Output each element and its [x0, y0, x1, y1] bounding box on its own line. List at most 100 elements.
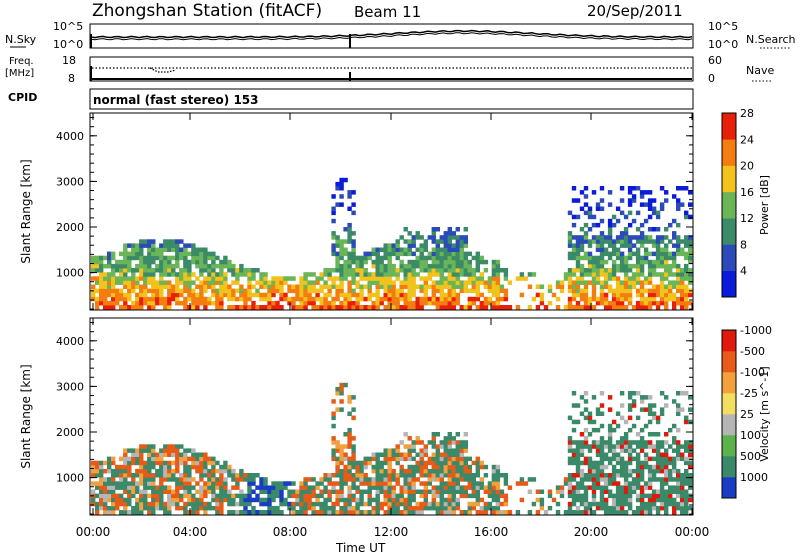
- heatmap-cell: [375, 280, 380, 285]
- heatmap-cell: [403, 272, 408, 277]
- heatmap-cell: [143, 263, 148, 269]
- heatmap-cell: [527, 510, 533, 515]
- heatmap-cell: [459, 468, 464, 474]
- heatmap-cell: [664, 505, 669, 511]
- heatmap-cell: [151, 251, 156, 257]
- heatmap-cell: [583, 231, 589, 236]
- heatmap-cell: [159, 464, 164, 470]
- heatmap-cell: [119, 473, 124, 478]
- noise-right-tick-bottom: 10^0: [708, 38, 738, 51]
- heatmap-cell: [471, 284, 476, 289]
- heatmap-cell: [107, 497, 112, 503]
- heatmap-cell: [651, 411, 657, 416]
- heatmap-cell: [267, 497, 272, 503]
- heatmap-cell: [163, 272, 168, 277]
- heatmap-cell: [607, 473, 613, 478]
- heatmap-cell: [595, 239, 601, 244]
- heatmap-cell: [203, 485, 208, 490]
- heatmap-cell: [627, 255, 633, 261]
- heatmap-cell: [163, 243, 168, 248]
- heatmap-cell: [615, 497, 621, 503]
- heatmap-cell: [107, 305, 112, 310]
- heatmap-cell: [491, 300, 497, 306]
- heatmap-cell: [379, 505, 384, 511]
- heatmap-cell: [203, 460, 208, 466]
- heatmap-cell: [367, 292, 372, 298]
- heatmap-cell: [179, 255, 184, 261]
- heatmap-cell: [103, 255, 108, 261]
- heatmap-cell: [639, 501, 645, 507]
- heatmap-cell: [443, 505, 448, 511]
- heatmap-cell: [251, 477, 256, 482]
- heatmap-cell: [175, 243, 180, 248]
- heatmap-cell: [668, 292, 673, 298]
- heatmap-cell: [451, 501, 456, 507]
- heatmap-cell: [619, 391, 625, 396]
- heatmap-cell: [611, 214, 617, 220]
- heatmap-cell: [491, 473, 497, 478]
- heatmap-cell: [103, 280, 108, 285]
- heatmap-cell: [367, 296, 372, 302]
- heatmap-cell: [131, 460, 136, 466]
- heatmap-cell: [239, 263, 244, 269]
- heatmap-cell: [672, 448, 677, 453]
- heatmap-cell: [267, 505, 272, 511]
- heatmap-cell: [643, 464, 649, 470]
- heatmap-cell: [575, 510, 581, 515]
- heatmap-cell: [199, 255, 204, 261]
- heatmap-cell: [664, 227, 669, 232]
- heatmap-cell: [635, 485, 641, 490]
- heatmap-cell: [615, 288, 621, 294]
- heatmap-cell: [631, 235, 637, 240]
- heatmap-cell: [607, 448, 613, 453]
- heatmap-cell: [680, 456, 685, 462]
- heatmap-cell: [463, 251, 468, 257]
- heatmap-cell: [175, 493, 180, 499]
- heatmap-cell: [676, 427, 681, 433]
- heatmap-cell: [655, 477, 661, 482]
- heatmap-cell: [435, 501, 440, 507]
- heatmap-cell: [159, 243, 164, 248]
- heatmap-cell: [631, 448, 637, 453]
- heatmap-cell: [447, 284, 452, 289]
- heatmap-cell: [99, 473, 104, 478]
- heatmap-cell: [664, 198, 669, 203]
- heatmap-cell: [676, 235, 681, 240]
- heatmap-cell: [587, 227, 593, 232]
- heatmap-cell: [483, 259, 489, 265]
- heatmap-cell: [447, 460, 452, 466]
- colorbar-swatch: [722, 414, 736, 436]
- heatmap-cell: [587, 243, 593, 248]
- heatmap-cell: [623, 235, 629, 240]
- heatmap-cell: [455, 440, 460, 445]
- heatmap-cell: [627, 473, 633, 478]
- heatmap-cell: [495, 263, 501, 269]
- heatmap-cell: [595, 452, 601, 457]
- heatmap-cell: [611, 272, 617, 277]
- heatmap-cell: [443, 300, 448, 306]
- heatmap-cell: [343, 259, 348, 265]
- heatmap-cell: [95, 493, 100, 499]
- heatmap-cell: [607, 510, 613, 515]
- heatmap-cell: [659, 391, 665, 396]
- heatmap-cell: [207, 505, 212, 511]
- heatmap-cell: [587, 300, 593, 306]
- heatmap-cell: [183, 300, 188, 306]
- heatmap-cell: [575, 251, 581, 257]
- heatmap-cell: [187, 497, 192, 503]
- heatmap-cell: [423, 239, 428, 244]
- heatmap-cell: [247, 305, 252, 310]
- heatmap-cell: [676, 239, 681, 244]
- heatmap-cell: [599, 186, 605, 191]
- heatmap-cell: [623, 436, 629, 441]
- heatmap-cell: [579, 510, 585, 515]
- heatmap-cell: [483, 284, 489, 289]
- heatmap-cell: [507, 510, 513, 515]
- heatmap-cell: [315, 481, 320, 486]
- heatmap-cell: [615, 268, 621, 273]
- heatmap-cell: [115, 280, 120, 285]
- heatmap-cell: [91, 292, 96, 298]
- heatmap-cell: [363, 284, 368, 289]
- heatmap-cell: [371, 247, 376, 252]
